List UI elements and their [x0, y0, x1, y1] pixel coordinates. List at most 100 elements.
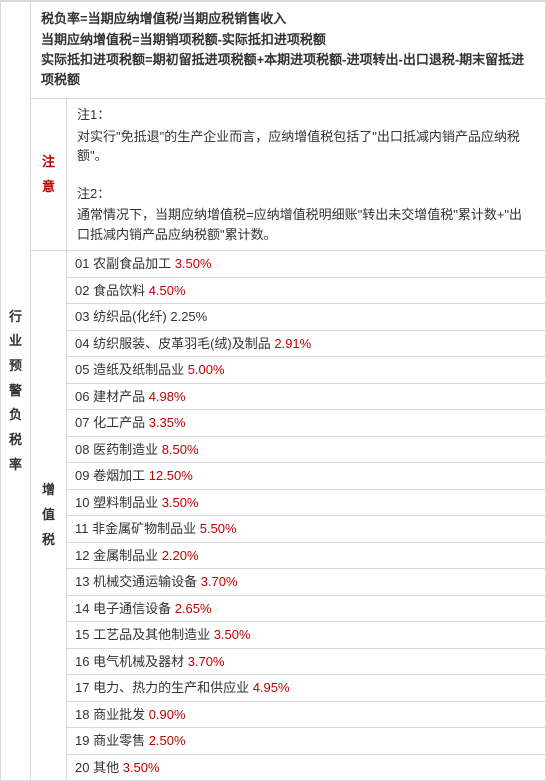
row-content: 11 非金属矿物制品业 5.50% — [67, 516, 546, 543]
row-rate: 3.70% — [201, 574, 238, 589]
row-name: 食品饮料 — [93, 283, 149, 298]
formula-line-0: 税负率=当期应纳增值税/当期应税销售收入 — [41, 9, 535, 29]
row-content: 16 电气机械及器材 3.70% — [67, 648, 546, 675]
row-number: 03 — [75, 309, 93, 324]
row-number: 06 — [75, 389, 93, 404]
table-row: 20 其他 3.50% — [1, 754, 546, 781]
table-row: 09 卷烟加工 12.50% — [1, 463, 546, 490]
row-rate: 3.50% — [123, 760, 160, 775]
notes-body: 注1： 对实行"免抵退"的生产企业而言，应纳增值税包括了"出口抵减内销产品应纳税… — [67, 99, 546, 251]
row-name: 机械交通运输设备 — [93, 574, 201, 589]
table-row: 增值税 01 农副食品加工 3.50% — [1, 251, 546, 278]
formula-line-1: 当期应纳增值税=当期销项税额-实际抵扣进项税额 — [41, 30, 535, 50]
table-row: 15 工艺品及其他制造业 3.50% — [1, 622, 546, 649]
row-content: 07 化工产品 3.35% — [67, 410, 546, 437]
row-content: 19 商业零售 2.50% — [67, 728, 546, 755]
row-content: 01 农副食品加工 3.50% — [67, 251, 546, 278]
row-name: 造纸及纸制品业 — [93, 362, 188, 377]
row-rate: 2.20% — [162, 548, 199, 563]
row-content: 13 机械交通运输设备 3.70% — [67, 569, 546, 596]
row-rate: 5.00% — [188, 362, 225, 377]
row-content: 20 其他 3.50% — [67, 754, 546, 781]
row-number: 14 — [75, 601, 93, 616]
row-content: 17 电力、热力的生产和供应业 4.95% — [67, 675, 546, 702]
row-name: 工艺品及其他制造业 — [93, 627, 214, 642]
table-row: 19 商业零售 2.50% — [1, 728, 546, 755]
row-number: 02 — [75, 283, 93, 298]
row-rate: 4.98% — [149, 389, 186, 404]
note1-title: 注1： — [77, 105, 535, 125]
row-rate: 5.50% — [200, 521, 237, 536]
row-name: 金属制品业 — [93, 548, 162, 563]
row-rate: 2.50% — [149, 733, 186, 748]
row-content: 15 工艺品及其他制造业 3.50% — [67, 622, 546, 649]
row-number: 17 — [75, 680, 93, 695]
formula-line-2: 实际抵扣进项税额=期初留抵进项税额+本期进项税额-进项转出-出口退税-期末留抵进… — [41, 50, 535, 89]
table-row: 10 塑料制品业 3.50% — [1, 489, 546, 516]
notes-row: 注意 注1： 对实行"免抵退"的生产企业而言，应纳增值税包括了"出口抵减内销产品… — [1, 99, 546, 251]
formula-cell: 税负率=当期应纳增值税/当期应税销售收入 当期应纳增值税=当期销项税额-实际抵扣… — [31, 2, 546, 99]
table-row: 12 金属制品业 2.20% — [1, 542, 546, 569]
row-number: 16 — [75, 654, 93, 669]
row-number: 11 — [75, 521, 92, 536]
row-name: 电子通信设备 — [93, 601, 175, 616]
row-number: 01 — [75, 256, 93, 271]
row-number: 19 — [75, 733, 93, 748]
table-row: 11 非金属矿物制品业 5.50% — [1, 516, 546, 543]
row-name: 非金属矿物制品业 — [92, 521, 200, 536]
row-name: 商业零售 — [93, 733, 149, 748]
note2-title: 注2： — [77, 184, 535, 204]
row-content: 10 塑料制品业 3.50% — [67, 489, 546, 516]
row-number: 13 — [75, 574, 93, 589]
row-rate: 12.50% — [149, 468, 193, 483]
table-row: 13 机械交通运输设备 3.70% — [1, 569, 546, 596]
row-rate: 2.65% — [175, 601, 212, 616]
row-number: 10 — [75, 495, 93, 510]
table-row: 14 电子通信设备 2.65% — [1, 595, 546, 622]
note2-body: 通常情况下，当期应纳增值税=应纳增值税明细账"转出未交增值税"累计数+"出口抵减… — [77, 205, 535, 244]
row-number: 04 — [75, 336, 93, 351]
row-rate: 3.50% — [162, 495, 199, 510]
row-number: 08 — [75, 442, 93, 457]
table-row: 05 造纸及纸制品业 5.00% — [1, 357, 546, 384]
row-name: 建材产品 — [93, 389, 149, 404]
table-row: 03 纺织品(化纤) 2.25% — [1, 304, 546, 331]
row-number: 15 — [75, 627, 93, 642]
row-rate: 4.50% — [149, 283, 186, 298]
row-content: 12 金属制品业 2.20% — [67, 542, 546, 569]
row-name: 卷烟加工 — [93, 468, 149, 483]
row-rate: 3.50% — [175, 256, 212, 271]
row-name: 电气机械及器材 — [93, 654, 188, 669]
row-number: 20 — [75, 760, 93, 775]
row-name: 电力、热力的生产和供应业 — [93, 680, 253, 695]
row-name: 其他 — [93, 760, 123, 775]
row-name: 医药制造业 — [93, 442, 162, 457]
row-number: 05 — [75, 362, 93, 377]
row-rate: 3.70% — [188, 654, 225, 669]
table-row: 07 化工产品 3.35% — [1, 410, 546, 437]
row-rate: 2.25% — [170, 309, 207, 324]
row-number: 12 — [75, 548, 93, 563]
row-content: 02 食品饮料 4.50% — [67, 277, 546, 304]
row-content: 06 建材产品 4.98% — [67, 383, 546, 410]
row-name: 化工产品 — [93, 415, 149, 430]
table-row: 18 商业批发 0.90% — [1, 701, 546, 728]
table-row: 04 纺织服装、皮革羽毛(绒)及制品 2.91% — [1, 330, 546, 357]
category-slot: 增值税 — [31, 251, 67, 781]
row-rate: 3.50% — [214, 627, 251, 642]
row-rate: 2.91% — [274, 336, 311, 351]
table-row: 08 医药制造业 8.50% — [1, 436, 546, 463]
main-vertical-label: 行业预警负税率 — [1, 2, 31, 781]
row-content: 05 造纸及纸制品业 5.00% — [67, 357, 546, 384]
row-name: 纺织品(化纤) — [93, 309, 170, 324]
row-rate: 0.90% — [149, 707, 186, 722]
row-name: 塑料制品业 — [93, 495, 162, 510]
row-name: 纺织服装、皮革羽毛(绒)及制品 — [93, 336, 274, 351]
row-number: 09 — [75, 468, 93, 483]
table-row: 06 建材产品 4.98% — [1, 383, 546, 410]
table-row: 16 电气机械及器材 3.70% — [1, 648, 546, 675]
row-rate: 3.35% — [149, 415, 186, 430]
row-content: 08 医药制造业 8.50% — [67, 436, 546, 463]
formula-row: 行业预警负税率 税负率=当期应纳增值税/当期应税销售收入 当期应纳增值税=当期销… — [1, 2, 546, 99]
row-number: 07 — [75, 415, 93, 430]
